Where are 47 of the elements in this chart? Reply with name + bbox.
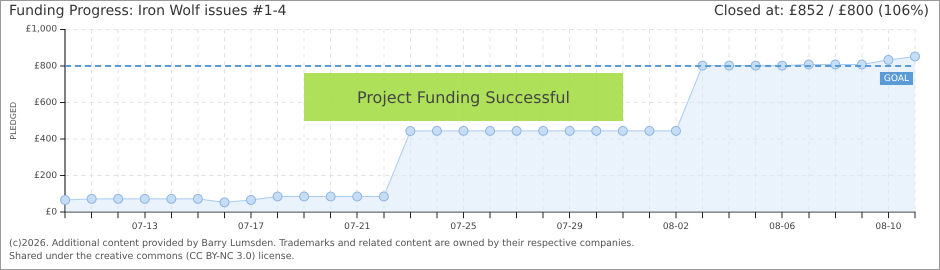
- point: [670, 126, 681, 136]
- y-tick-label: £400: [34, 134, 58, 144]
- y-tick-label: £600: [34, 98, 58, 108]
- y-tick-label: £1,000: [26, 24, 58, 35]
- x-tick-label: 08-06: [769, 222, 796, 232]
- x-tick-label: 07-21: [344, 222, 370, 232]
- point: [378, 191, 389, 202]
- y-tick-label: £0: [46, 208, 58, 218]
- point: [299, 191, 310, 202]
- point: [86, 194, 97, 204]
- y-axis-title: PLEDGED: [8, 102, 18, 140]
- y-tick-label: £200: [34, 170, 58, 181]
- point: [591, 126, 602, 136]
- point: [512, 126, 522, 136]
- point: [564, 126, 575, 136]
- x-tick-label: 07-29: [556, 222, 584, 232]
- point: [405, 126, 416, 136]
- point: [140, 194, 150, 204]
- point: [246, 194, 256, 205]
- point: [219, 197, 230, 208]
- point: [458, 126, 468, 136]
- point: [60, 194, 70, 205]
- x-tick-label: 07-13: [132, 222, 158, 232]
- point: [272, 191, 283, 202]
- point: [485, 126, 496, 136]
- point: [910, 51, 920, 62]
- x-tick-label: 08-02: [662, 222, 690, 232]
- text: Shared under the creative commons (CC BY-NC 3.0) license.: [9, 250, 296, 263]
- chart-subtitle: Closed at: £852 / £800 (106%): [714, 3, 929, 19]
- banner: Project Funding Successful: [304, 73, 623, 121]
- x-tick-label: 08-10: [875, 222, 902, 232]
- point: [538, 126, 548, 136]
- point: [166, 194, 176, 204]
- point: [352, 191, 362, 202]
- chart-title: Funding Progress: Iron Wolf issues #1-4: [9, 3, 287, 19]
- x-tick-label: 07-25: [450, 222, 477, 232]
- text: (c)2026. Additional content provided by Barry Lumsden. Trademarks and related content are owned by their respective companies.: [9, 237, 634, 250]
- point: [192, 194, 203, 204]
- point: [883, 54, 894, 65]
- point: [326, 191, 336, 202]
- point: [113, 194, 124, 204]
- point: [618, 126, 628, 136]
- x-tick-label: 07-17: [238, 222, 264, 232]
- y-tick-label: £800: [34, 61, 58, 72]
- point: [644, 126, 654, 136]
- ref-line-label: GOAL: [884, 74, 910, 84]
- point: [432, 126, 442, 136]
